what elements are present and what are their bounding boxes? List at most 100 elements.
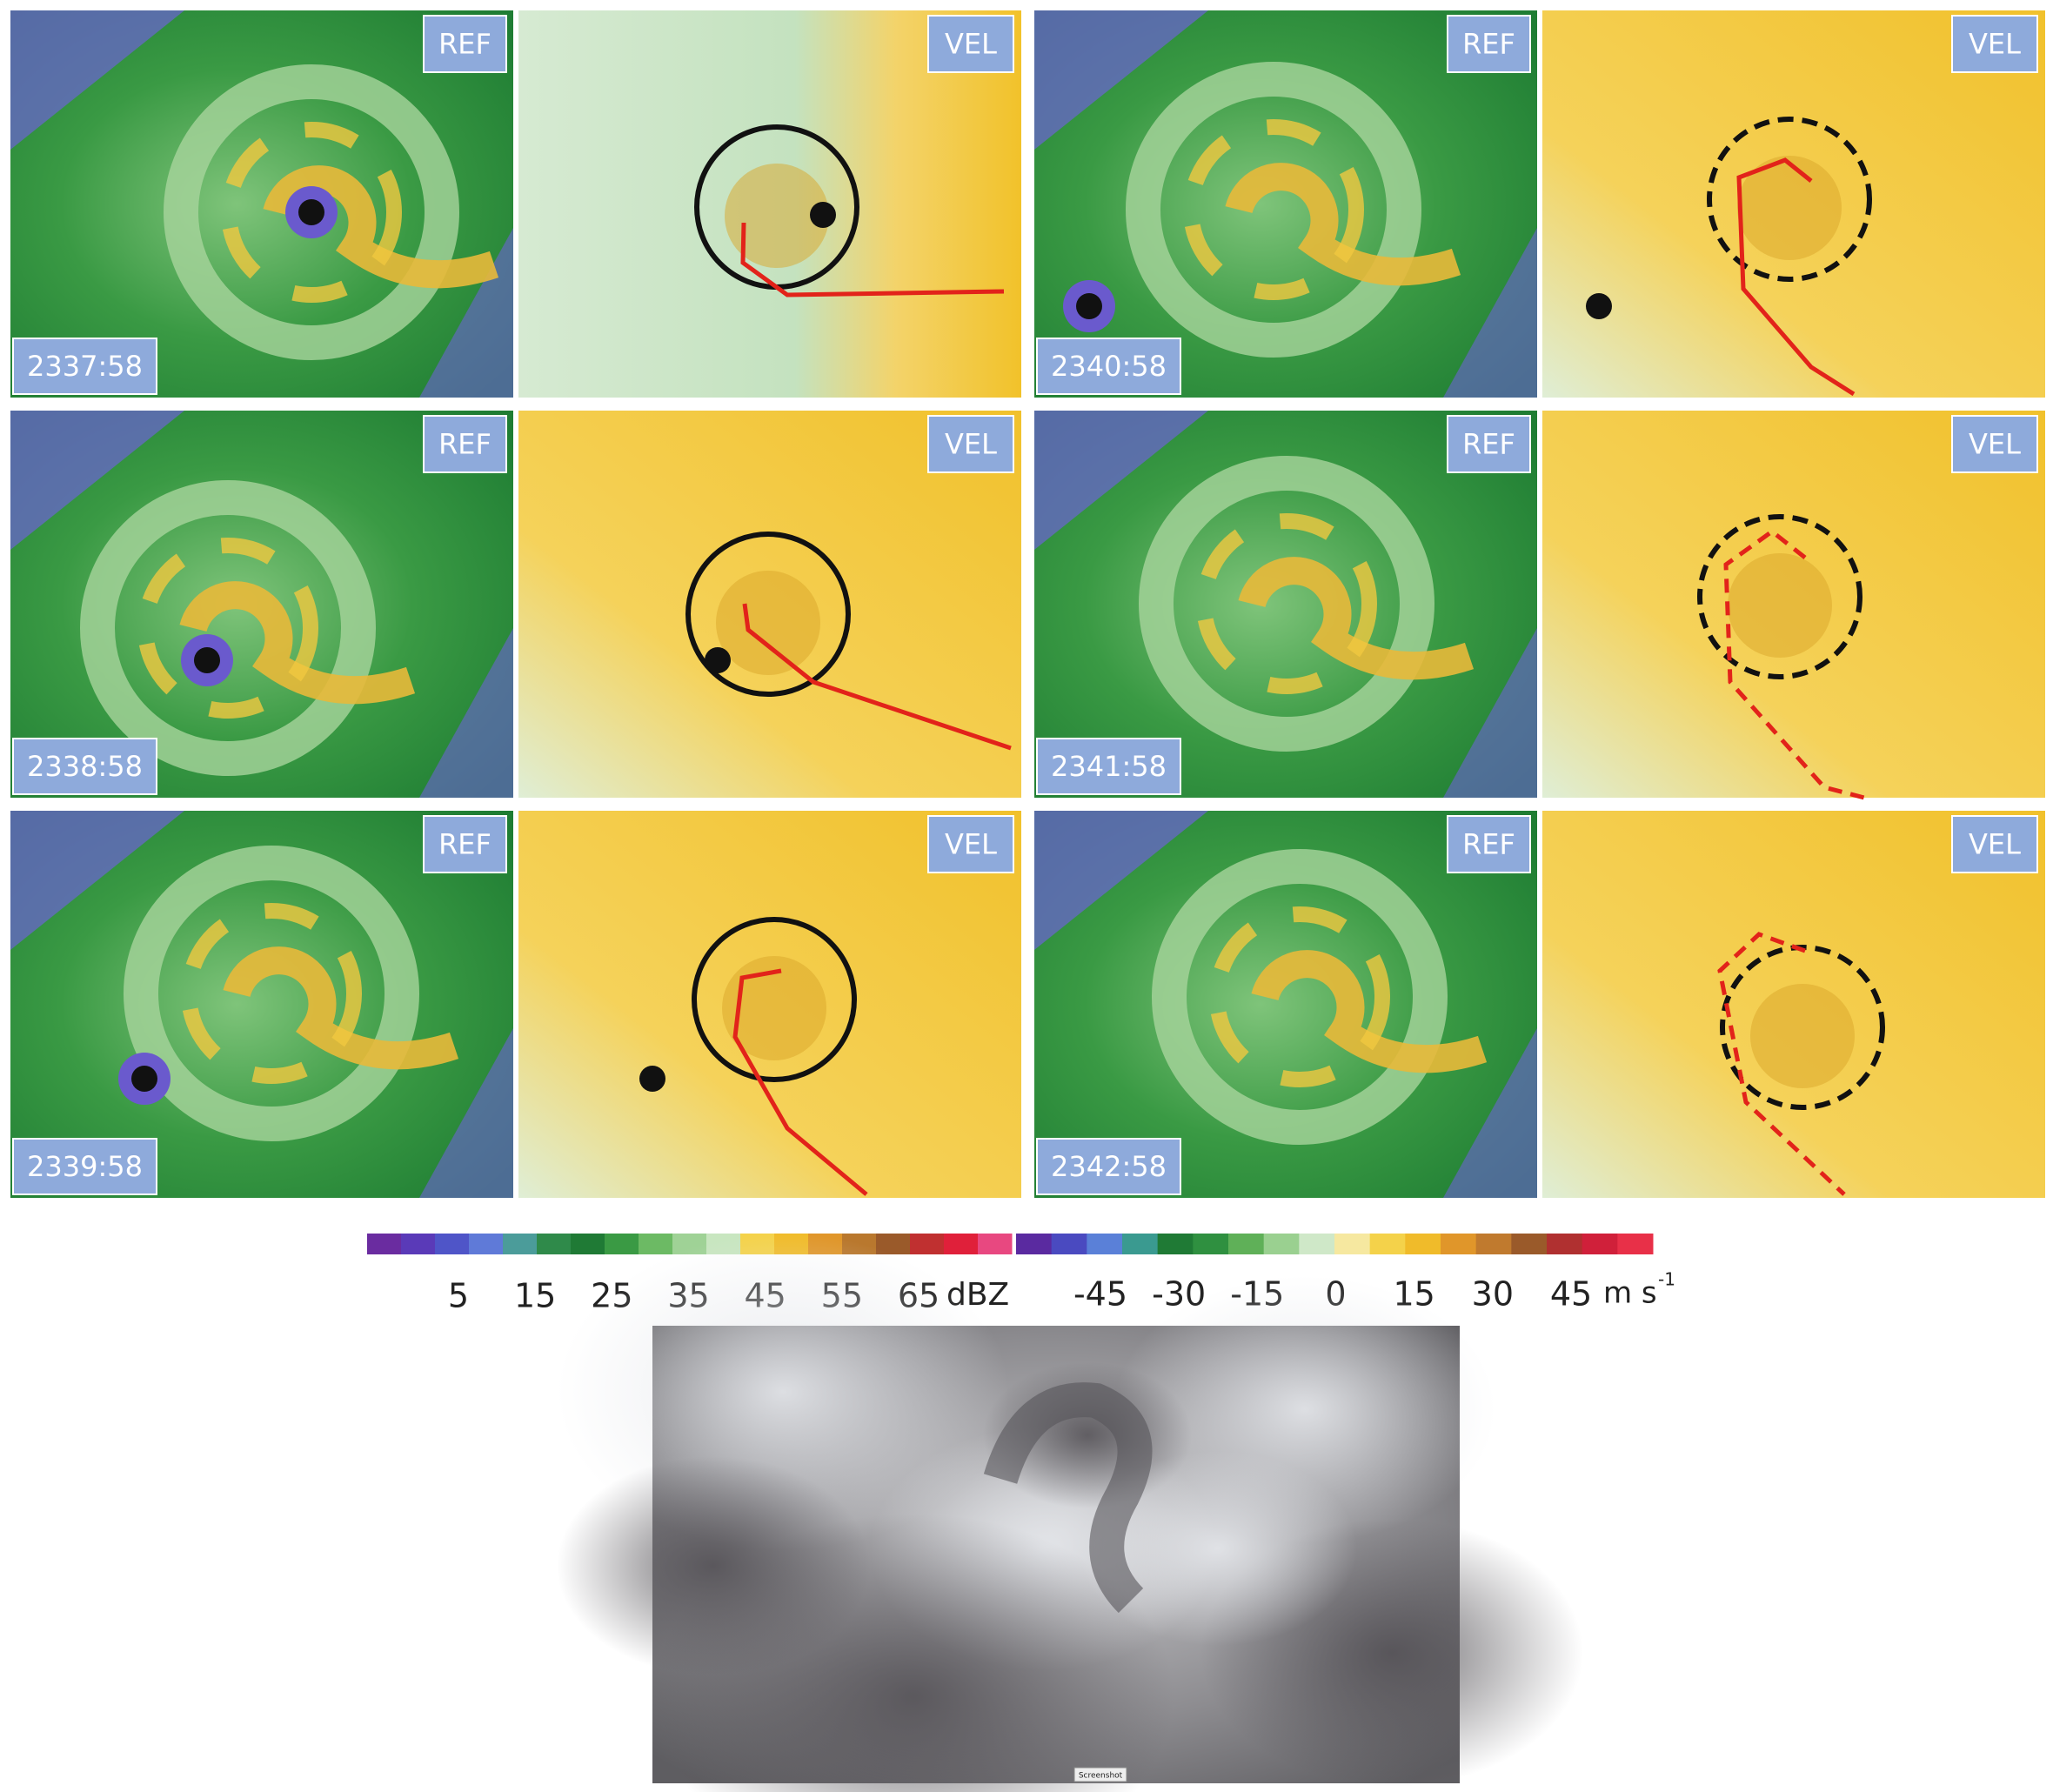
radar-site bbox=[639, 1066, 665, 1092]
velocity-colorbar bbox=[1475, 1234, 1512, 1254]
ref-echo bbox=[1443, 628, 1537, 798]
ref-echo bbox=[419, 1028, 513, 1198]
photo-button bbox=[1073, 1767, 1127, 1782]
ref-label-box bbox=[1447, 415, 1531, 473]
ref-label-box bbox=[423, 815, 507, 873]
mesocyclone-circle bbox=[1707, 117, 1872, 282]
time-label-box bbox=[1036, 1138, 1181, 1195]
radar-site bbox=[705, 647, 731, 673]
vel-label-box bbox=[1951, 415, 2038, 473]
ref-echo bbox=[1034, 811, 1208, 950]
radar-panel: REF VEL 2339:58 bbox=[10, 811, 1021, 1198]
ref-label-box bbox=[1447, 815, 1531, 873]
time-label: 2341:58 bbox=[1051, 750, 1167, 783]
ref-echo bbox=[1034, 411, 1208, 550]
mesocyclone-circle bbox=[1720, 945, 1885, 1110]
radar-site bbox=[810, 202, 836, 228]
reflectivity-colorbar bbox=[944, 1234, 979, 1254]
ref-ring bbox=[1209, 906, 1390, 1087]
velocity-colorbar bbox=[1369, 1234, 1406, 1254]
ref-ring bbox=[181, 903, 362, 1084]
ref-ring bbox=[221, 122, 402, 303]
ref-label-box bbox=[423, 415, 507, 473]
velocity-colorbar bbox=[1157, 1234, 1194, 1254]
ref-label-box bbox=[423, 15, 507, 73]
photo-button-label: Screenshot bbox=[1079, 1772, 1123, 1781]
ref-swirl bbox=[1251, 950, 1488, 1073]
ref-ring bbox=[1152, 849, 1448, 1145]
velocity-colorbar bbox=[1193, 1234, 1229, 1254]
vel-label: VEL bbox=[945, 28, 997, 61]
mesocyclone-circle bbox=[685, 532, 851, 697]
vel-label: VEL bbox=[945, 428, 997, 461]
photo-cloud bbox=[557, 1456, 870, 1675]
time-label-box bbox=[12, 738, 157, 795]
radar-panel: REF VEL 2340:58 bbox=[1034, 10, 2045, 398]
ref-label: REF bbox=[438, 428, 492, 461]
mesocyclone-circle bbox=[692, 917, 857, 1082]
time-label-box bbox=[1036, 738, 1181, 795]
time-label-box bbox=[12, 338, 157, 395]
vel-core bbox=[1728, 553, 1832, 658]
time-label: 2340:58 bbox=[1051, 350, 1167, 383]
vel-label-box bbox=[927, 415, 1014, 473]
ref-label-box bbox=[1447, 15, 1531, 73]
reflectivity-colorbar bbox=[435, 1234, 470, 1254]
time-label-box bbox=[1036, 338, 1181, 395]
panel-gap bbox=[1537, 411, 1542, 798]
ref-echo bbox=[1443, 228, 1537, 398]
reflectivity-colorbar bbox=[367, 1234, 402, 1254]
velocity-colorbar bbox=[1334, 1234, 1371, 1254]
colorbar-tick-label: 15 bbox=[514, 1277, 556, 1315]
panel-gap bbox=[513, 811, 518, 1198]
track-line bbox=[742, 603, 1012, 751]
time-label: 2337:58 bbox=[27, 350, 143, 383]
ref-echo bbox=[10, 411, 184, 550]
vel-label-box bbox=[927, 815, 1014, 873]
vel-core bbox=[1737, 156, 1842, 260]
radar-site bbox=[131, 1066, 157, 1092]
velocity-colorbar bbox=[1299, 1234, 1335, 1254]
vel-label-box bbox=[1951, 15, 2038, 73]
ref-label: REF bbox=[438, 28, 492, 61]
radar-site bbox=[1076, 293, 1102, 319]
ref-swirl bbox=[1238, 557, 1475, 680]
radar-site bbox=[194, 647, 220, 673]
panel-gap bbox=[1537, 811, 1542, 1198]
track-line bbox=[740, 222, 1005, 298]
vel-core bbox=[1750, 984, 1855, 1088]
reflectivity-colorbar bbox=[469, 1234, 504, 1254]
vel-core bbox=[722, 956, 826, 1060]
ref-echo bbox=[10, 10, 184, 150]
ref-ring bbox=[80, 480, 376, 776]
panel-gap bbox=[513, 10, 518, 398]
velocity-colorbar bbox=[1051, 1234, 1087, 1254]
velocity-colorbar bbox=[1405, 1234, 1441, 1254]
ref-echo bbox=[1443, 1028, 1537, 1198]
reflectivity-colorbar bbox=[639, 1234, 673, 1254]
photo-swirl bbox=[983, 1382, 1153, 1614]
ref-echo bbox=[419, 628, 513, 798]
velocity-colorbar bbox=[1617, 1234, 1654, 1254]
ref-label: REF bbox=[1462, 428, 1515, 461]
panel-gap bbox=[1537, 10, 1542, 398]
reflectivity-colorbar bbox=[605, 1234, 639, 1254]
panel-gap bbox=[513, 411, 518, 798]
colorbar-tick-label: -45 bbox=[1073, 1275, 1127, 1314]
ref-swirl bbox=[1225, 163, 1461, 286]
reflectivity-colorbar bbox=[401, 1234, 436, 1254]
radar-panel: REF VEL 2341:58 bbox=[1034, 411, 2045, 800]
vel-label: VEL bbox=[1969, 28, 2021, 61]
ref-swirl bbox=[179, 581, 416, 705]
photo-cloud bbox=[1079, 1451, 1357, 1646]
colorbar-unit-exponent: -1 bbox=[1658, 1269, 1675, 1290]
reflectivity-colorbar bbox=[537, 1234, 572, 1254]
ref-label: REF bbox=[1462, 828, 1515, 861]
ref-ring bbox=[1126, 62, 1421, 358]
ref-label: REF bbox=[438, 828, 492, 861]
velocity-colorbar bbox=[1087, 1234, 1123, 1254]
reflectivity-colorbar bbox=[910, 1234, 945, 1254]
time-label-box bbox=[12, 1138, 157, 1195]
ref-ring bbox=[137, 538, 318, 719]
